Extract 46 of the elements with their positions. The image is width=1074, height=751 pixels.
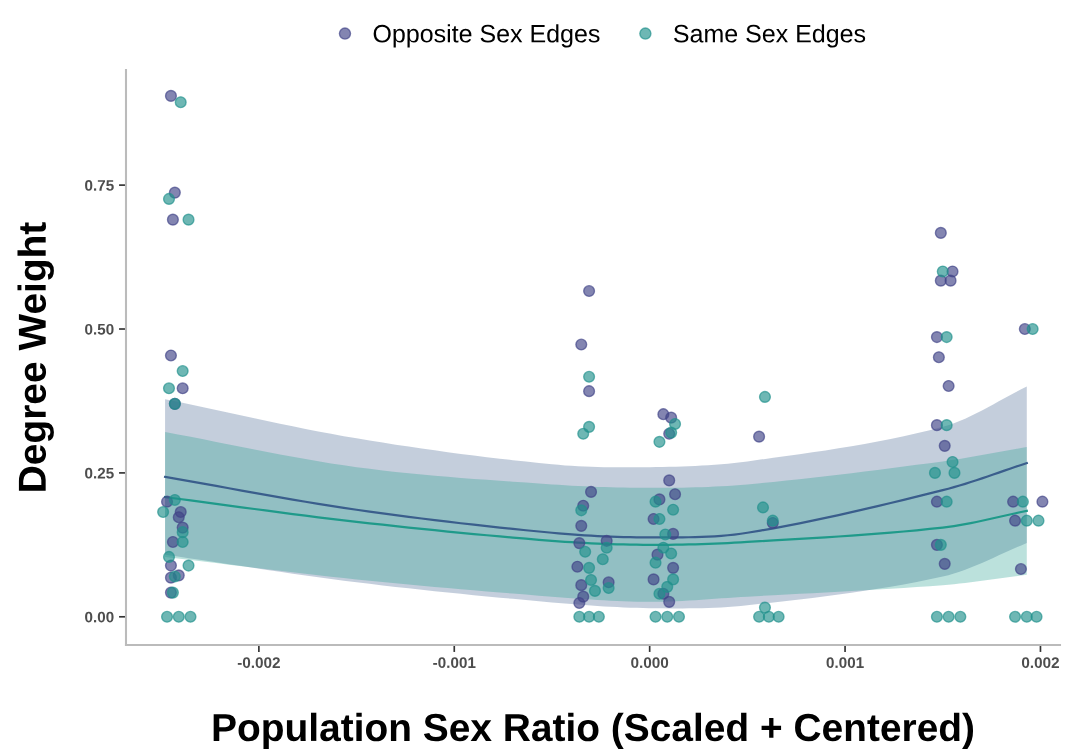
point xyxy=(583,385,596,398)
x-tick-label: 0.002 xyxy=(1021,657,1059,669)
point xyxy=(577,590,590,603)
x-tick-label: -0.002 xyxy=(237,657,280,669)
y-tick-label: 0.25 xyxy=(85,467,114,479)
point xyxy=(668,488,682,501)
point xyxy=(172,511,185,524)
point xyxy=(932,351,945,364)
point xyxy=(930,330,943,344)
point xyxy=(930,419,943,432)
x-axis-title: Population Sex Ratio (Scaled + Centered) xyxy=(213,712,974,749)
point xyxy=(663,474,676,487)
point xyxy=(663,595,676,608)
x-tick-label: 0.001 xyxy=(826,657,864,669)
point xyxy=(938,557,951,570)
point xyxy=(164,349,178,362)
point xyxy=(1008,514,1022,527)
x-tick-label: -0.001 xyxy=(433,657,476,669)
point xyxy=(647,573,660,586)
point xyxy=(164,89,178,102)
point xyxy=(934,226,947,239)
legend-label: Opposite Sex Edges xyxy=(373,24,600,48)
point xyxy=(1007,495,1020,508)
point xyxy=(1014,562,1027,576)
point xyxy=(166,213,179,226)
point xyxy=(944,274,957,287)
point xyxy=(571,560,584,573)
legend-label: Same Sex Edges xyxy=(674,24,866,48)
point xyxy=(753,430,766,443)
point xyxy=(575,519,588,532)
point xyxy=(1036,495,1049,508)
point xyxy=(583,284,596,298)
point xyxy=(667,561,680,574)
point xyxy=(573,537,586,550)
point xyxy=(575,579,588,592)
point xyxy=(584,485,598,498)
y-tick-label: 0.00 xyxy=(85,611,114,623)
point xyxy=(575,338,588,351)
y-tick-label: 0.50 xyxy=(85,323,114,335)
x-tick-label: 0.000 xyxy=(631,657,669,669)
y-axis-title: Degree Weight xyxy=(17,222,54,491)
point xyxy=(176,382,189,395)
y-tick-label: 0.75 xyxy=(85,179,114,191)
point xyxy=(166,535,179,549)
point xyxy=(938,439,951,452)
point xyxy=(942,379,955,393)
